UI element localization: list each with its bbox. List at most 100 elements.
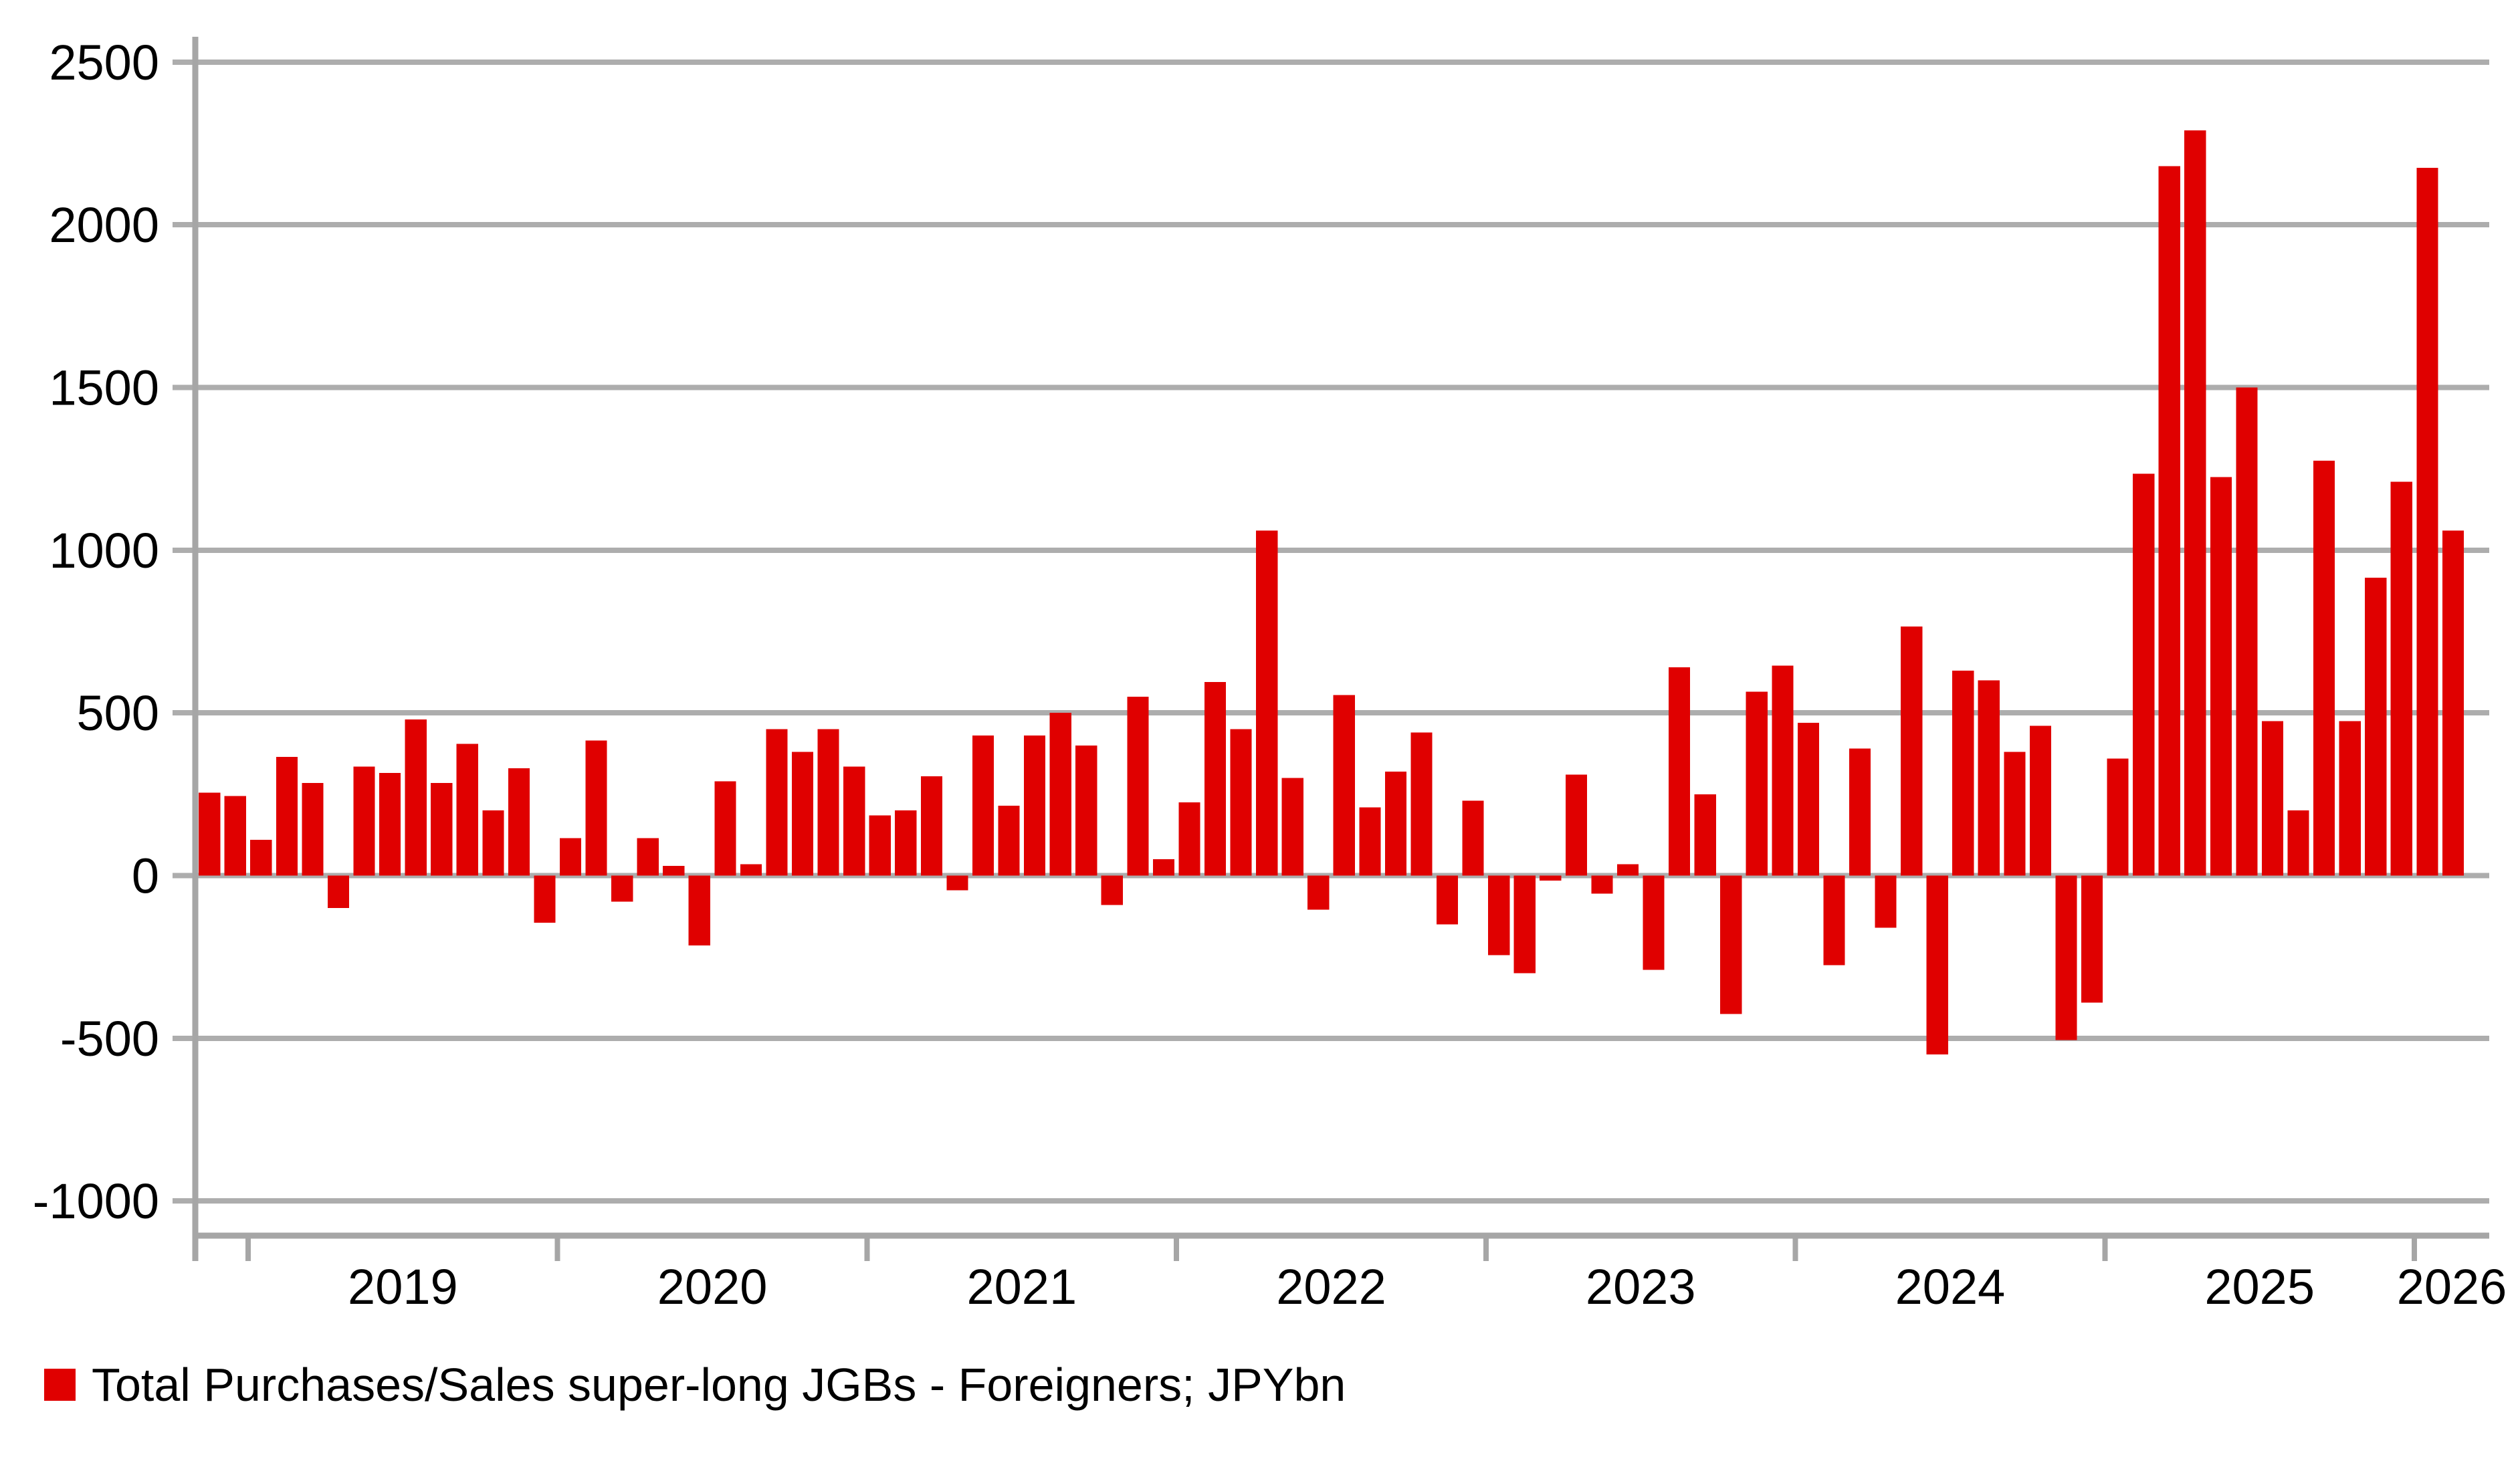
- bar-2024-06: [1926, 875, 1948, 1055]
- bar-2019-10: [482, 810, 504, 876]
- bar-2024-05: [1901, 627, 1923, 876]
- x-axis-year-label-2026: 2026: [2397, 1259, 2507, 1315]
- bar-2022-10: [1410, 732, 1433, 876]
- bar-2025-02: [2133, 473, 2155, 876]
- bar-2020-05: [663, 865, 685, 876]
- bar-2023-07: [1643, 875, 1665, 970]
- bar-2022-12: [1462, 800, 1484, 876]
- bar-2023-11: [1746, 691, 1768, 876]
- y-axis-tick-labels: -1000 -500 0 500 1000 1500 2000 2500: [33, 35, 159, 1229]
- bar-2022-02: [1204, 681, 1227, 876]
- bar-2020-07: [714, 781, 736, 876]
- bar-2022-11: [1437, 875, 1459, 925]
- bar-2023-06: [1616, 864, 1639, 876]
- bar-2024-02: [1823, 875, 1845, 966]
- bar-2023-03: [1540, 875, 1562, 881]
- bar-2022-03: [1230, 729, 1252, 876]
- bar-2020-04: [637, 838, 659, 876]
- bar-2024-09: [2004, 752, 2026, 876]
- bar-2021-08: [1049, 713, 1071, 876]
- y-axis-tick-label: -1000: [33, 1173, 159, 1229]
- bar-2019-11: [508, 768, 530, 876]
- horizontal-gridlines: [173, 59, 2489, 1204]
- bar-2025-01: [2107, 758, 2129, 876]
- legend: Total Purchases/Sales super-long JGBs - …: [44, 1359, 1346, 1411]
- bar-2025-06: [2236, 387, 2258, 876]
- bar-2021-11: [1127, 696, 1149, 876]
- bar-2022-05: [1281, 778, 1303, 876]
- bar-2019-09: [456, 744, 478, 876]
- bar-2019-04: [327, 875, 350, 909]
- bar-2020-02: [585, 740, 607, 876]
- bar-2019-12: [534, 875, 556, 923]
- x-axis-year-label-2024: 2024: [1895, 1259, 2006, 1315]
- bar-2019-01: [250, 840, 272, 876]
- bar-series: [199, 130, 2464, 1055]
- bar-2019-08: [431, 782, 453, 876]
- x-axis-year-label-2025: 2025: [2204, 1259, 2315, 1315]
- bar-2025-10: [2339, 721, 2361, 876]
- bar-2020-08: [740, 864, 762, 876]
- bar-2019-05: [353, 766, 375, 876]
- bar-2020-12: [843, 766, 865, 876]
- bar-2021-04: [946, 875, 968, 891]
- bar-2024-03: [1849, 748, 1871, 876]
- bar-2023-05: [1591, 875, 1613, 894]
- bar-2021-05: [972, 735, 994, 876]
- bar-2024-04: [1875, 875, 1897, 928]
- y-axis-tick-label: 1000: [49, 523, 159, 578]
- bar-2023-10: [1720, 875, 1742, 1014]
- bar-2021-03: [920, 776, 942, 876]
- bar-2022-08: [1359, 807, 1381, 876]
- x-axis-year-label-2021: 2021: [966, 1259, 1077, 1315]
- bar-2023-08: [1669, 667, 1691, 876]
- bar-2020-01: [559, 838, 582, 876]
- bar-2020-03: [611, 875, 633, 902]
- legend-label: Total Purchases/Sales super-long JGBs - …: [92, 1359, 1346, 1411]
- bar-2022-07: [1333, 695, 1355, 876]
- bar-2025-12: [2390, 481, 2412, 876]
- bar-2020-10: [792, 752, 814, 876]
- bar-2022-01: [1178, 802, 1200, 876]
- y-axis-tick-label: 2000: [49, 197, 159, 253]
- bar-2024-01: [1797, 722, 1819, 876]
- bar-2021-01: [869, 815, 891, 876]
- bar-2025-04: [2184, 130, 2206, 876]
- bar-2024-12: [2081, 875, 2103, 1003]
- y-axis-tick-label: 500: [77, 685, 159, 741]
- bar-2020-11: [817, 729, 839, 876]
- bar-2019-07: [405, 719, 427, 876]
- bar-2024-11: [2055, 875, 2077, 1040]
- y-axis-tick-label: 0: [132, 848, 159, 904]
- bar-2022-04: [1256, 530, 1278, 876]
- bar-2025-03: [2158, 166, 2180, 876]
- y-axis-tick-label: -500: [60, 1011, 159, 1066]
- legend-color-swatch-icon: [44, 1369, 76, 1401]
- bar-2021-12: [1152, 859, 1174, 876]
- bar-2025-07: [2261, 721, 2284, 876]
- x-axis-year-label-2022: 2022: [1276, 1259, 1386, 1315]
- bar-2019-03: [302, 782, 324, 876]
- bar-2021-09: [1075, 745, 1097, 876]
- bar-2024-07: [1952, 670, 1974, 876]
- bar-2018-11: [199, 792, 221, 876]
- bar-2021-07: [1024, 735, 1046, 876]
- bar-2026-02: [2442, 530, 2464, 876]
- x-axis-year-label-2019: 2019: [348, 1259, 458, 1315]
- bar-2019-06: [379, 773, 401, 876]
- y-axis-tick-label: 1500: [49, 360, 159, 415]
- x-axis-year-label-2020: 2020: [657, 1259, 768, 1315]
- bar-2023-04: [1565, 774, 1587, 876]
- bar-2020-06: [688, 875, 710, 946]
- bar-2023-02: [1513, 875, 1536, 974]
- bar-2018-12: [224, 796, 246, 876]
- bar-2023-01: [1488, 875, 1510, 955]
- bar-2026-01: [2416, 167, 2438, 876]
- bar-2021-06: [998, 805, 1020, 876]
- bar-2022-09: [1384, 771, 1407, 876]
- bar-2023-12: [1772, 665, 1794, 876]
- x-axis-year-label-2023: 2023: [1586, 1259, 1696, 1315]
- bar-2022-06: [1307, 875, 1330, 910]
